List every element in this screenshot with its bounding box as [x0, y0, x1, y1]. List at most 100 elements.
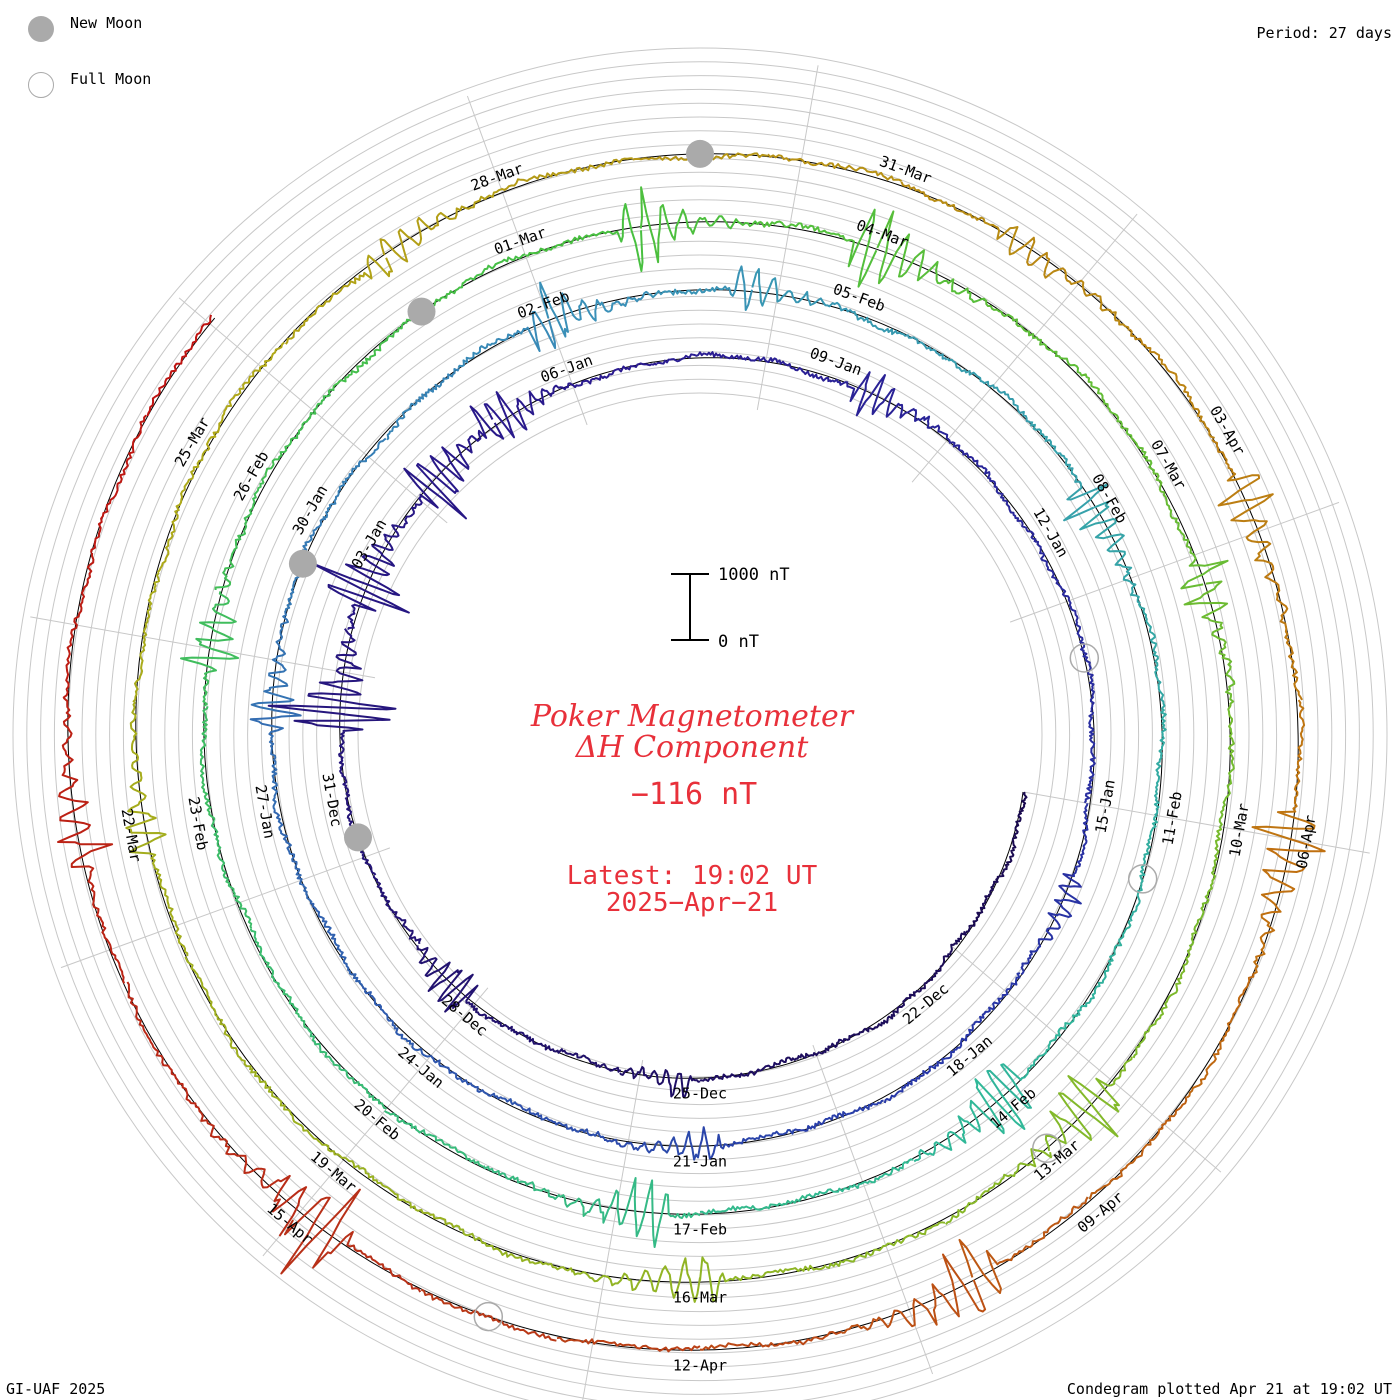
series-line-segment: [210, 820, 253, 929]
series-line-segment: [146, 314, 212, 417]
series-line-segment: [132, 572, 160, 703]
grid-spoke: [812, 1044, 934, 1375]
series-line-segment: [525, 203, 644, 272]
series-line-segment: [571, 362, 658, 389]
series-line-segment: [1083, 711, 1096, 804]
series-line-segment: [965, 866, 1008, 934]
full-moon-legend-label: Full Moon: [70, 70, 152, 88]
series-line-segment: [876, 210, 987, 303]
grid-spoke: [911, 213, 1138, 483]
series-line-segment: [250, 610, 295, 712]
series-line-segment: [777, 1035, 852, 1066]
grid-spoke: [1009, 501, 1340, 623]
series-line-segment: [416, 405, 505, 494]
series-line-segment: [1030, 421, 1109, 522]
series-line-segment: [915, 930, 967, 993]
series-line-segment: [825, 1221, 946, 1269]
new-moon-icon: [344, 823, 372, 852]
grid-circle: [150, 185, 1250, 1285]
series-line-segment: [946, 357, 1032, 424]
series-line-segment: [1075, 919, 1132, 1016]
series-line-segment: [214, 482, 265, 590]
series-line-segment: [379, 188, 502, 263]
series-line-segment: [1153, 707, 1167, 816]
series-line-segment: [457, 310, 557, 369]
series-line-segment: [751, 268, 855, 314]
series-line-segment: [841, 1253, 987, 1334]
date-label: 27-Jan: [251, 783, 278, 839]
series-line-segment: [1186, 973, 1255, 1099]
series-line-segment: [913, 409, 984, 469]
series-line-segment: [311, 544, 410, 630]
date-label: 09-Apr: [1074, 1188, 1127, 1237]
latest-date: 2025−Apr−21: [606, 888, 778, 918]
series-line-segment: [808, 1158, 914, 1198]
date-label: 25-Dec: [673, 1085, 727, 1103]
series-line-segment: [900, 181, 1021, 256]
current-value: −116 nT: [631, 777, 757, 812]
series-line-segment: [1019, 236, 1130, 331]
new-moon-icon: [686, 139, 714, 168]
series-line-segment: [1253, 838, 1326, 975]
series-line-segment: [699, 1193, 810, 1215]
series-line-segment: [344, 1156, 454, 1228]
grid-spoke: [756, 65, 819, 411]
grid-circle: [247, 282, 1153, 1188]
new-moon-legend-label: New Moon: [70, 14, 143, 32]
series-line-segment: [273, 809, 313, 903]
grid-circle: [40, 75, 1360, 1395]
grid-circle: [260, 295, 1140, 1175]
date-label: 31-Mar: [877, 152, 934, 187]
series-line-segment: [1137, 603, 1166, 709]
series-line-segment: [1188, 826, 1223, 947]
series-line-segment: [197, 1107, 308, 1237]
series-line-segment: [656, 351, 744, 365]
date-label: 19-Mar: [307, 1148, 360, 1197]
series-line-segment: [1132, 946, 1192, 1059]
series-line-segment: [430, 1055, 517, 1106]
series-line-segment: [619, 1066, 701, 1098]
series-line-segment: [699, 1330, 842, 1351]
series-line-segment: [699, 1061, 779, 1082]
series-line-segment: [206, 341, 285, 452]
grid-circle: [329, 364, 1071, 1106]
series-line-segment: [1211, 438, 1274, 565]
series-line-segment: [1020, 892, 1082, 976]
full-moon-icon: [1127, 864, 1158, 894]
date-label: 28-Mar: [468, 159, 525, 194]
new-moon-icon: [407, 297, 436, 326]
grid-circle: [136, 171, 1264, 1299]
moon-markers: [288, 139, 1158, 1332]
grid-circle: [274, 309, 1126, 1161]
series-line-segment: [309, 902, 364, 987]
series-line-segment: [572, 1257, 701, 1303]
grid-spoke: [1024, 791, 1370, 854]
series-line-segment: [199, 706, 216, 821]
series-line-segment: [1152, 472, 1229, 590]
series-line-segment: [471, 1005, 545, 1048]
series-line-segment: [853, 310, 948, 361]
series-line-segment: [372, 875, 422, 945]
footer-left: GI-UAF 2025: [6, 1380, 106, 1398]
series-line-segment: [129, 832, 189, 957]
scale-bar: 1000 nT 0 nT: [671, 565, 790, 652]
series-line-segment: [828, 371, 916, 419]
series-line-segment: [284, 254, 393, 345]
date-label: 21-Jan: [673, 1153, 727, 1171]
series-line-segment: [500, 157, 633, 191]
new-moon-legend-icon: [28, 16, 54, 42]
series-line-segment: [793, 1099, 884, 1132]
series-line-segment: [767, 153, 903, 182]
date-label: 17-Feb: [673, 1221, 727, 1239]
date-label: 15-Apr: [263, 1200, 316, 1249]
series-line-segment: [514, 1102, 606, 1140]
grid-circle: [12, 47, 1388, 1400]
footer-right: Condegram plotted Apr 21 at 19:02 UT: [1066, 1380, 1392, 1398]
series-line-segment: [416, 945, 479, 1013]
grid-spoke: [178, 297, 448, 524]
series-line-segment: [1004, 791, 1028, 869]
series-line-segment: [699, 1126, 795, 1160]
new-moon-icon: [288, 549, 317, 578]
date-label: 07-Mar: [1147, 437, 1190, 493]
